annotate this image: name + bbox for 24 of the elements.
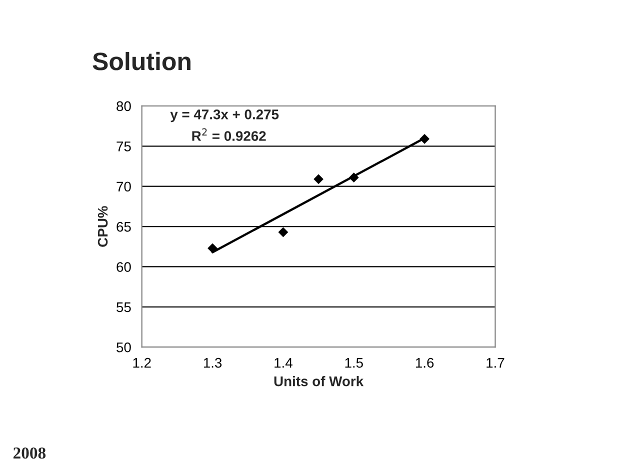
point <box>208 243 218 254</box>
point <box>278 227 288 238</box>
point <box>314 174 324 184</box>
x-tick-label: 1.5 <box>345 358 363 368</box>
y-tick-label: 75 <box>116 142 131 152</box>
annotation: y = 47.3x + 0.275 <box>170 110 279 122</box>
y-tick-label: 80 <box>116 101 131 112</box>
y-tick-label: 60 <box>116 262 131 272</box>
text: 2008 <box>13 447 46 459</box>
x-tick-label: 1.3 <box>204 358 222 368</box>
x-tick-label: 1.2 <box>133 358 151 368</box>
y-tick-label: 50 <box>116 342 131 352</box>
y-axis-title: CPU% <box>98 206 108 247</box>
chart-title: Solution <box>92 52 190 70</box>
x-tick-label: 1.4 <box>274 358 292 368</box>
y-tick-label: 65 <box>116 222 131 232</box>
y-tick-label: 55 <box>116 302 131 312</box>
point <box>349 172 359 182</box>
x-tick-label: 1.7 <box>486 358 504 368</box>
x-axis-title: Units of Work <box>274 376 364 386</box>
point <box>420 134 430 144</box>
y-tick-label: 70 <box>116 182 131 192</box>
annotation: R$^{2}$ = 0.9262 <box>192 128 266 141</box>
x-tick-label: 1.6 <box>416 358 434 368</box>
